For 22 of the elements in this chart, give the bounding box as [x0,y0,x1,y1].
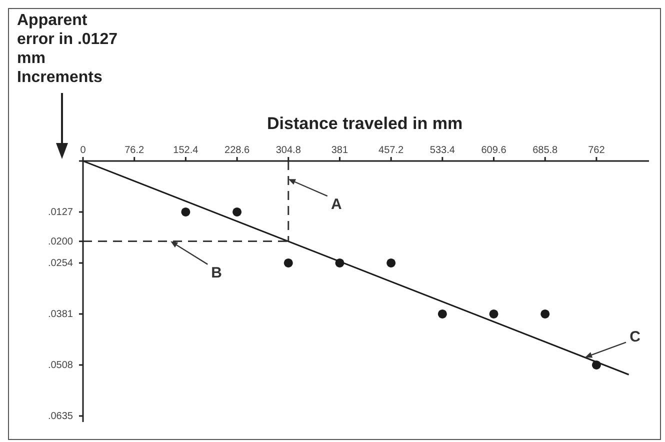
x-tick-label: 457.2 [378,145,404,156]
x-tick-label: 381 [331,145,348,156]
x-tick-label: 762 [588,145,606,156]
annotation: C [630,328,641,346]
x-tick-label: 304.8 [276,145,302,156]
y-tick-label: .0635 [48,410,74,422]
y-tick-label: .0508 [48,360,74,371]
x-tick-label: 152.4 [173,145,199,156]
y-tick-label: .0254 [48,258,74,269]
y-tick-label: .0200 [48,236,74,248]
x-tick-label: 0 [80,145,86,156]
annotation: A [330,196,342,214]
x-tick-label: 685.8 [532,145,558,156]
x-axis-title: Distance traveled in mm [267,114,463,134]
annotation: B [211,264,222,282]
y-tick-label: .0381 [48,308,74,320]
x-tick-label: 609.6 [481,145,507,156]
y-tick-label: .0127 [48,206,74,218]
x-tick-label: 228.6 [224,145,250,156]
x-tick-label: 76.2 [124,145,145,156]
x-tick-label: 533.4 [430,145,456,156]
y-axis-title: Apparent error in .0127 mm Increments [17,11,118,87]
